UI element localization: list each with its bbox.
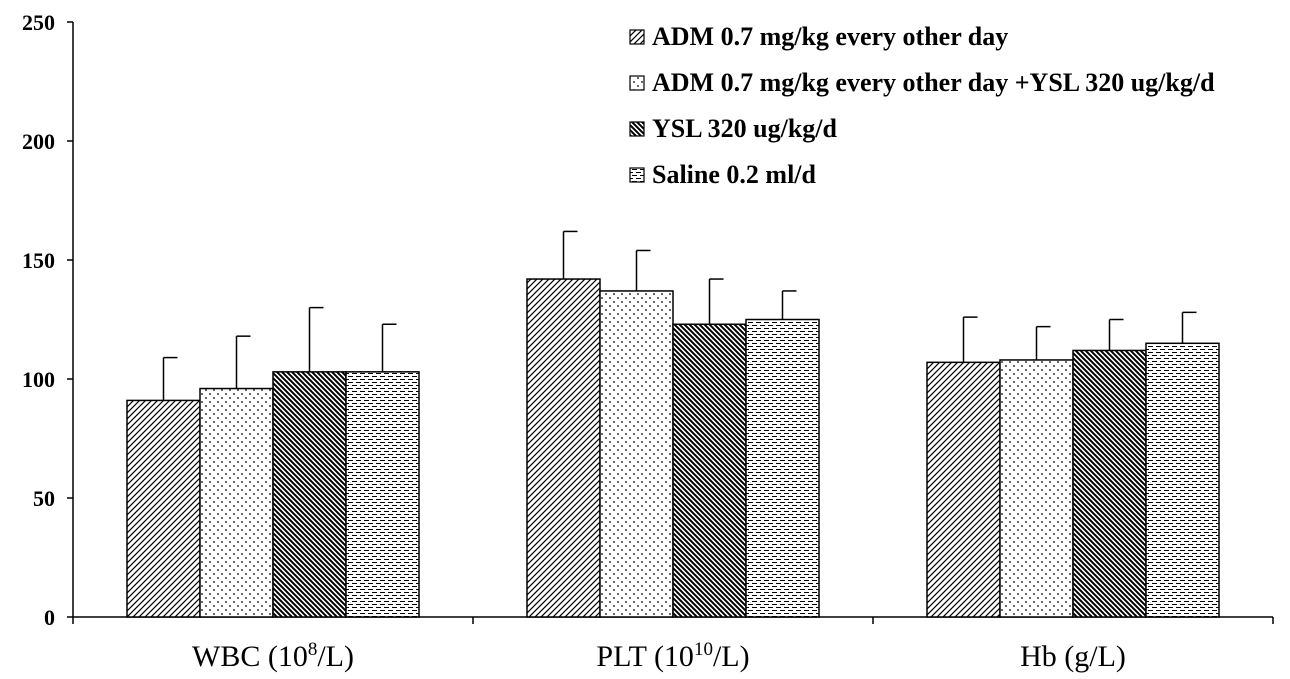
bar-series-4-cat-1 — [345, 371, 420, 618]
y-tick-label: 50 — [33, 486, 55, 511]
category-label: PLT (1010/L) — [596, 639, 749, 673]
bar-series-2-cat-1 — [199, 387, 274, 618]
legend-swatch — [629, 29, 645, 45]
bar-series-4-cat-3 — [1145, 342, 1220, 618]
bars-group — [126, 278, 1220, 618]
bar-series-1-cat-3 — [926, 361, 1001, 618]
category-label-base: WBC (10 — [192, 640, 308, 673]
y-tick-label: 150 — [22, 248, 55, 273]
legend: ADM 0.7 mg/kg every other day ADM 0.7 mg/… — [629, 22, 1215, 189]
x-axis-ticks — [72, 617, 1274, 624]
y-tick-label: 200 — [22, 129, 55, 154]
bar-series-3-cat-1 — [272, 371, 347, 618]
bar-series-1-cat-2 — [526, 278, 601, 618]
legend-label: ADM 0.7 mg/kg every other day — [652, 22, 1008, 51]
category-label: Hb (g/L) — [1020, 640, 1126, 673]
category-label-superscript: 10 — [694, 639, 713, 660]
category-label-base: PLT (10 — [596, 640, 694, 673]
y-tick-label: 0 — [44, 605, 55, 630]
legend-swatch — [629, 75, 645, 91]
bar-series-3-cat-2 — [672, 323, 747, 618]
category-label-superscript: 8 — [308, 639, 318, 660]
error-bars-group — [162, 230, 1197, 401]
y-axis-ticks: 0 50 100 150 200 250 — [22, 10, 73, 630]
category-labels: WBC (108/L) PLT (1010/L) Hb (g/L) — [192, 639, 1126, 673]
legend-swatch — [629, 121, 645, 137]
bar-series-2-cat-2 — [599, 290, 674, 618]
category-label-base: Hb (g/L) — [1020, 640, 1126, 673]
bar-series-1-cat-1 — [126, 399, 201, 618]
y-tick-label: 100 — [22, 367, 55, 392]
category-label-tail: /L) — [713, 640, 750, 673]
legend-label: ADM 0.7 mg/kg every other day +YSL 320 u… — [652, 68, 1215, 97]
category-label: WBC (108/L) — [192, 639, 354, 673]
bar-series-4-cat-2 — [745, 318, 820, 618]
bar-series-2-cat-3 — [999, 359, 1074, 618]
legend-label: YSL 320 ug/kg/d — [652, 114, 838, 143]
legend-label: Saline 0.2 ml/d — [652, 160, 817, 189]
y-tick-label: 250 — [22, 10, 55, 35]
legend-swatch — [629, 167, 645, 183]
category-label-tail: /L) — [317, 640, 354, 673]
bar-series-3-cat-3 — [1072, 349, 1147, 618]
